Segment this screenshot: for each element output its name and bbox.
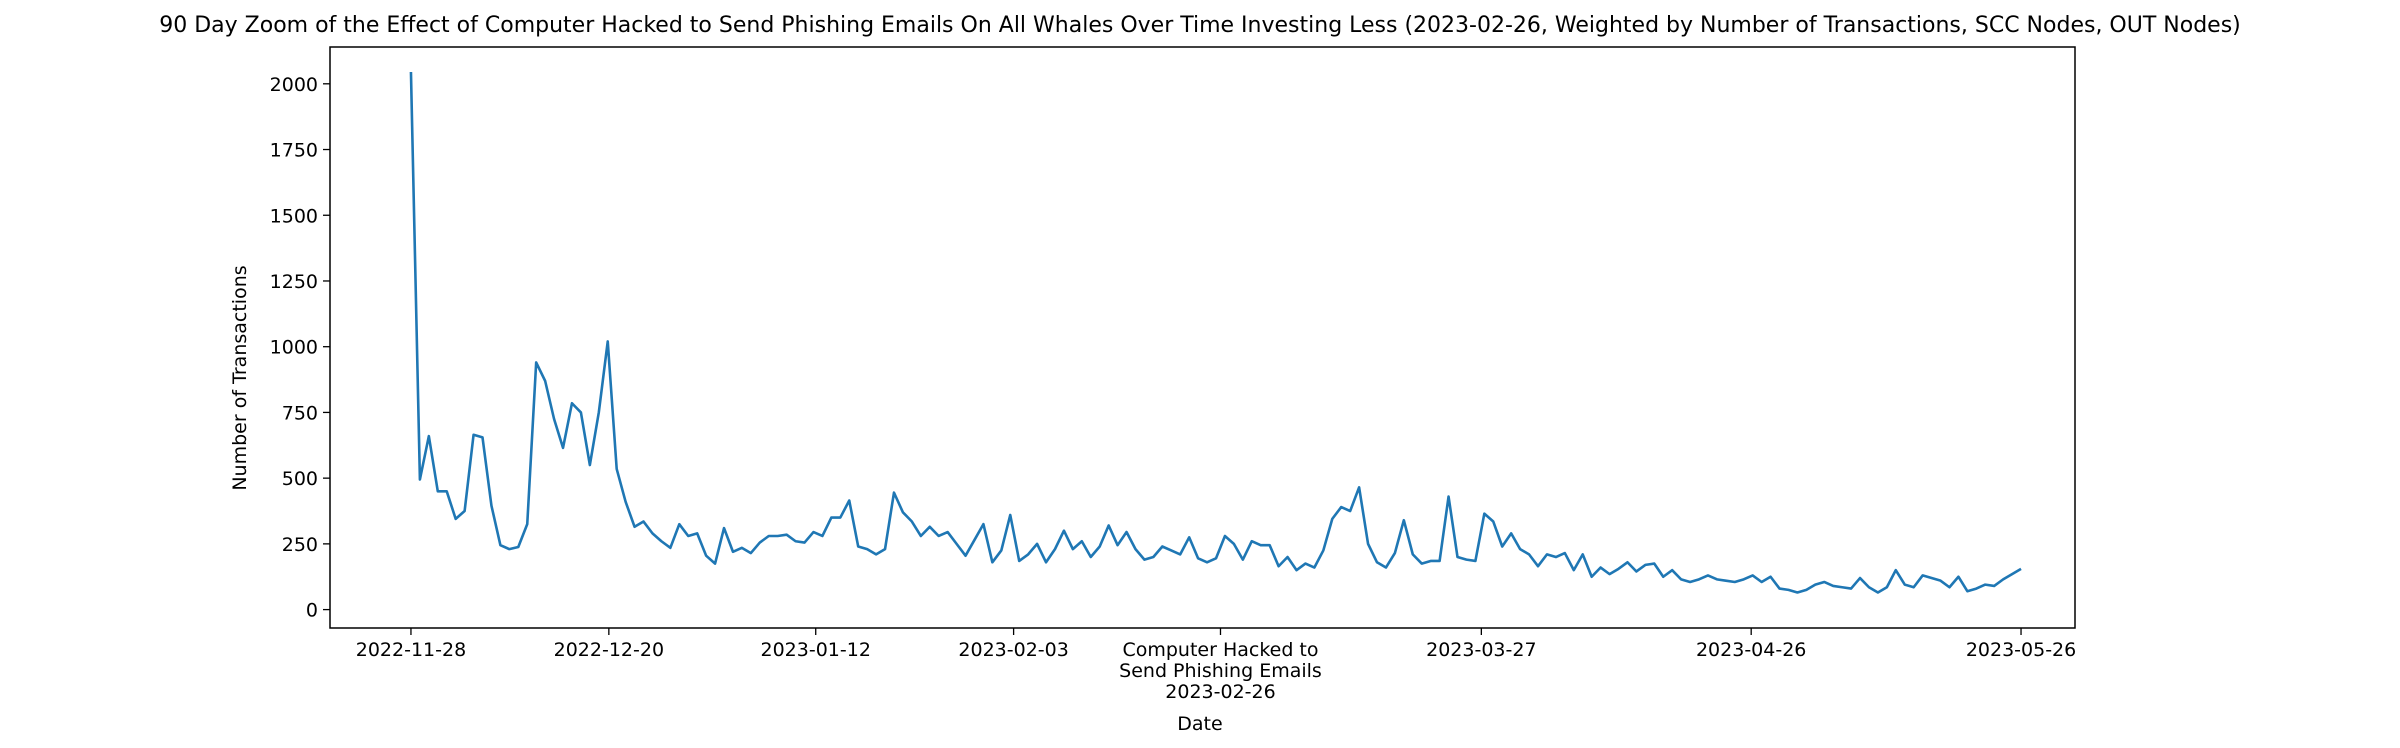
x-tick-label: 2023-01-12 [761, 639, 871, 661]
y-tick-label: 0 [306, 600, 318, 622]
axes-frame [329, 46, 2076, 629]
x-tick-label: 2023-04-26 [1696, 639, 1806, 661]
x-tick-label: 2022-11-28 [356, 639, 466, 661]
x-axis-label: Date [1177, 713, 1222, 735]
y-tick-label: 1000 [270, 337, 318, 359]
x-tick-label: 2023-05-26 [1966, 639, 2076, 661]
chart-title: 90 Day Zoom of the Effect of Computer Ha… [159, 13, 2241, 38]
y-tick-label: 1250 [270, 271, 318, 293]
x-tick-label: 2022-12-20 [554, 639, 664, 661]
y-tick-label: 1750 [270, 140, 318, 162]
y-axis-label: Number of Transactions [229, 265, 251, 490]
y-tick-label: 500 [282, 468, 318, 490]
y-tick-label: 2000 [270, 74, 318, 96]
y-tick-label: 750 [282, 402, 318, 424]
y-axis-ticks: 0 250 500 750 1000 1250 1500 1750 2000 [270, 74, 330, 622]
x-tick-label: 2023-02-03 [958, 639, 1068, 661]
y-tick-label: 1500 [270, 205, 318, 227]
plot-area [329, 46, 2076, 629]
series-line [409, 71, 2022, 594]
y-tick-label: 250 [282, 534, 318, 556]
x-tick-label: 2023-03-27 [1426, 639, 1536, 661]
x-tick-label: Computer Hacked to Send Phishing Emails 20… [1119, 639, 1322, 703]
x-axis-ticks: 2022-11-28 2022-12-20 2023-01-12 2023-02-03… [356, 628, 2076, 703]
